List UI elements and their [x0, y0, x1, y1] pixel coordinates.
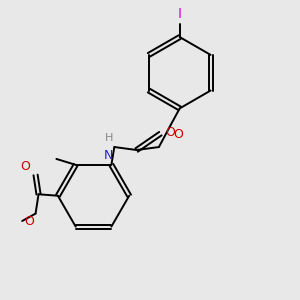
Text: I: I [178, 7, 182, 21]
Text: O: O [173, 128, 183, 141]
Text: O: O [165, 126, 175, 139]
Text: H: H [104, 134, 113, 143]
Text: O: O [20, 160, 30, 172]
Text: O: O [24, 215, 34, 228]
Text: N: N [103, 149, 113, 162]
